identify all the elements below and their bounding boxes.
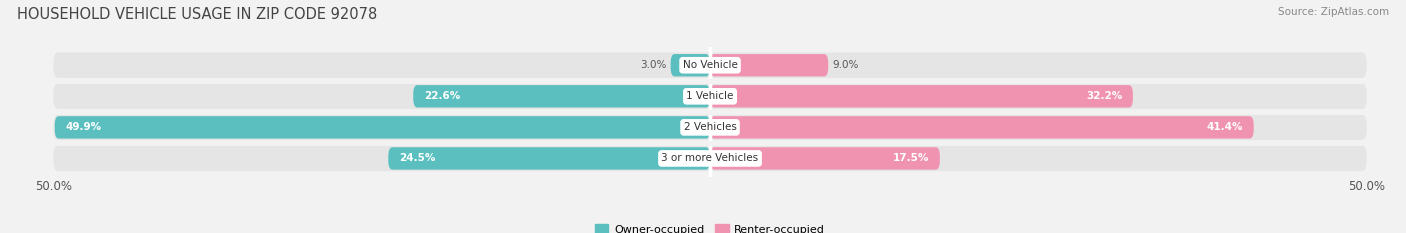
Text: 49.9%: 49.9%	[65, 122, 101, 132]
FancyBboxPatch shape	[53, 115, 1367, 140]
FancyBboxPatch shape	[413, 85, 710, 107]
FancyBboxPatch shape	[671, 54, 710, 76]
Legend: Owner-occupied, Renter-occupied: Owner-occupied, Renter-occupied	[591, 220, 830, 233]
FancyBboxPatch shape	[710, 147, 939, 170]
Text: Source: ZipAtlas.com: Source: ZipAtlas.com	[1278, 7, 1389, 17]
FancyBboxPatch shape	[710, 54, 828, 76]
FancyBboxPatch shape	[53, 52, 1367, 78]
FancyBboxPatch shape	[53, 84, 1367, 109]
Text: 24.5%: 24.5%	[399, 154, 436, 163]
Text: No Vehicle: No Vehicle	[682, 60, 738, 70]
Text: 3.0%: 3.0%	[640, 60, 666, 70]
FancyBboxPatch shape	[53, 146, 1367, 171]
FancyBboxPatch shape	[710, 116, 1254, 139]
FancyBboxPatch shape	[388, 147, 710, 170]
Text: 2 Vehicles: 2 Vehicles	[683, 122, 737, 132]
Text: 3 or more Vehicles: 3 or more Vehicles	[661, 154, 759, 163]
Text: 32.2%: 32.2%	[1085, 91, 1122, 101]
Text: 17.5%: 17.5%	[893, 154, 929, 163]
FancyBboxPatch shape	[55, 116, 710, 139]
Text: HOUSEHOLD VEHICLE USAGE IN ZIP CODE 92078: HOUSEHOLD VEHICLE USAGE IN ZIP CODE 9207…	[17, 7, 377, 22]
Text: 1 Vehicle: 1 Vehicle	[686, 91, 734, 101]
Text: 22.6%: 22.6%	[423, 91, 460, 101]
FancyBboxPatch shape	[710, 85, 1133, 107]
Text: 41.4%: 41.4%	[1206, 122, 1243, 132]
Text: 9.0%: 9.0%	[832, 60, 859, 70]
